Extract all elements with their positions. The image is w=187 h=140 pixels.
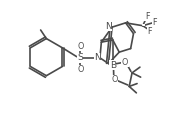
Text: N: N bbox=[94, 53, 101, 62]
Text: F: F bbox=[145, 12, 149, 21]
Text: S: S bbox=[77, 53, 83, 62]
Text: CF₃: CF₃ bbox=[142, 24, 145, 25]
Text: F: F bbox=[152, 18, 157, 27]
Text: O: O bbox=[111, 75, 117, 84]
Text: O: O bbox=[77, 42, 84, 51]
Text: F: F bbox=[148, 27, 152, 36]
Text: N: N bbox=[105, 22, 112, 31]
Text: O: O bbox=[122, 58, 128, 66]
Text: O: O bbox=[77, 65, 84, 74]
Text: B: B bbox=[110, 60, 116, 69]
